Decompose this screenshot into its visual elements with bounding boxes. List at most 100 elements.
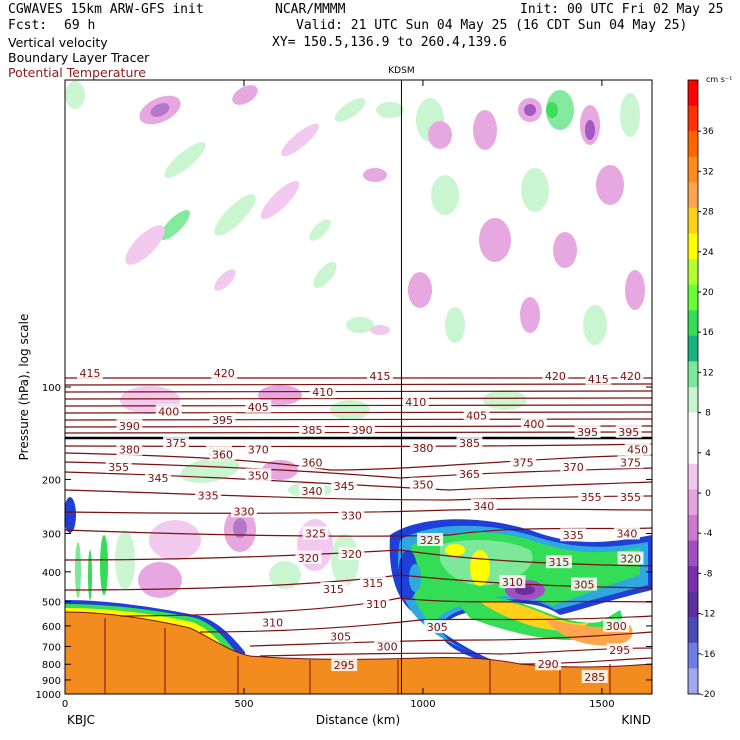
theta-label: 300: [603, 618, 630, 633]
theta-label-bg: [585, 371, 612, 385]
theta-label-bg: [230, 504, 257, 518]
theta-label-text: 415: [80, 367, 101, 380]
theta-labels: 415 420 415 420 415 420 410 410 400 405 405 400 390 3…: [77, 365, 651, 684]
theta-label-bg: [542, 368, 569, 382]
updraft-blob: [313, 261, 337, 289]
colorbar-swatch: [688, 566, 698, 593]
theta-label-text: 325: [305, 527, 326, 540]
theta-label: 420: [211, 365, 238, 380]
theta-label-bg: [245, 399, 272, 413]
colorbar-swatch: [688, 259, 698, 286]
theta-label: 315: [359, 576, 386, 590]
updraft-blob: [164, 142, 206, 178]
theta-label: 330: [338, 508, 365, 522]
theta-label-text: 390: [119, 420, 140, 433]
theta-label: 345: [145, 471, 172, 485]
theta-label-bg: [615, 424, 642, 438]
theta-label-bg: [617, 455, 644, 469]
theta-label-text: 300: [606, 620, 627, 633]
theta-label-bg: [510, 455, 537, 469]
theta-label: 390: [116, 419, 143, 433]
theta-label-bg: [77, 365, 104, 379]
theta-label-bg: [105, 459, 132, 473]
colorbar-tick-label: 0: [705, 489, 711, 499]
colorbar-tick-label: 20: [702, 288, 714, 298]
theta-label-bg: [116, 419, 143, 433]
y-tick-label: 400: [42, 568, 61, 579]
colorbar-swatch: [688, 668, 698, 695]
theta-label-bg: [617, 489, 644, 503]
theta-label-bg: [320, 582, 347, 596]
theta-label-text: 355: [620, 491, 641, 504]
colorbar-tick-label: -20: [701, 690, 716, 700]
theta-label-bg: [409, 477, 436, 491]
theta-label-bg: [374, 639, 401, 653]
theta-label-text: 450: [627, 444, 648, 457]
y-tick-label: 700: [42, 642, 61, 653]
y-tick-label: 600: [42, 622, 61, 633]
colorbar-swatch: [688, 284, 698, 311]
theta-label: 360: [298, 455, 325, 469]
theta-label-bg: [338, 508, 365, 522]
theta-label: 340: [298, 483, 325, 498]
theta-label-text: 320: [620, 553, 641, 566]
theta-label: 360: [209, 447, 236, 462]
updraft-blob: [330, 400, 370, 420]
theta-label: 340: [470, 498, 497, 513]
theta-label-bg: [578, 489, 605, 503]
theta-label-text: 380: [119, 444, 140, 457]
downdraft-blob: [553, 232, 577, 268]
colorbar-swatch: [688, 514, 698, 541]
updraft-blob: [376, 102, 404, 118]
updraft-blob: [483, 390, 527, 410]
left-tracer-streaks: [65, 497, 108, 600]
theta-label: 345: [331, 478, 358, 493]
theta-label: 320: [338, 547, 365, 561]
downdraft-blob: [370, 325, 390, 335]
colorbar-tick-label: 32: [702, 167, 713, 177]
theta-label-text: 420: [620, 370, 641, 383]
theta-label: 350: [409, 477, 436, 492]
theta-label: 420: [542, 368, 569, 383]
colorbar-swatch: [688, 591, 698, 618]
theta-label: 385: [456, 435, 483, 450]
theta-label-text: 310: [262, 617, 283, 630]
theta-label: 410: [309, 385, 336, 399]
updraft-blob: [431, 175, 459, 215]
downdraft-core: [524, 104, 536, 116]
theta-label-text: 350: [412, 479, 433, 492]
theta-label-text: 340: [616, 527, 637, 540]
theta-label-bg: [259, 615, 286, 629]
theta-label: 295: [331, 658, 358, 672]
theta-label-text: 335: [563, 529, 584, 542]
theta-label-text: 295: [334, 659, 355, 672]
theta-label-text: 345: [148, 472, 169, 485]
theta-label-bg: [456, 435, 483, 449]
theta-label-text: 340: [473, 500, 494, 513]
theta-label: 355: [578, 489, 605, 504]
theta-label: 405: [245, 399, 272, 414]
colorbar-swatch: [688, 387, 698, 414]
colorbar-tick-label: 24: [702, 248, 714, 258]
theta-label-bg: [545, 555, 572, 569]
colorbar-tick-label: -8: [704, 569, 713, 579]
theta-label: 325: [302, 526, 329, 540]
theta-label: 305: [424, 619, 451, 634]
colorbar-swatch: [688, 80, 698, 107]
theta-label: 330: [230, 504, 257, 518]
theta-label-bg: [338, 547, 365, 561]
theta-label-text: 400: [158, 405, 179, 418]
theta-label: 375: [162, 435, 189, 450]
theta-label: 310: [363, 597, 390, 611]
colorbar-tick-label: 4: [705, 449, 711, 459]
theta-label-text: 315: [362, 577, 383, 590]
updraft-blob: [546, 90, 574, 130]
theta-label-bg: [116, 442, 143, 456]
theta-label-bg: [456, 466, 483, 480]
theta-label: 380: [409, 440, 436, 455]
theta-label: 305: [327, 629, 354, 644]
theta-label-bg: [331, 478, 358, 492]
theta-label-text: 295: [609, 644, 630, 657]
theta-label: 320: [617, 551, 644, 566]
